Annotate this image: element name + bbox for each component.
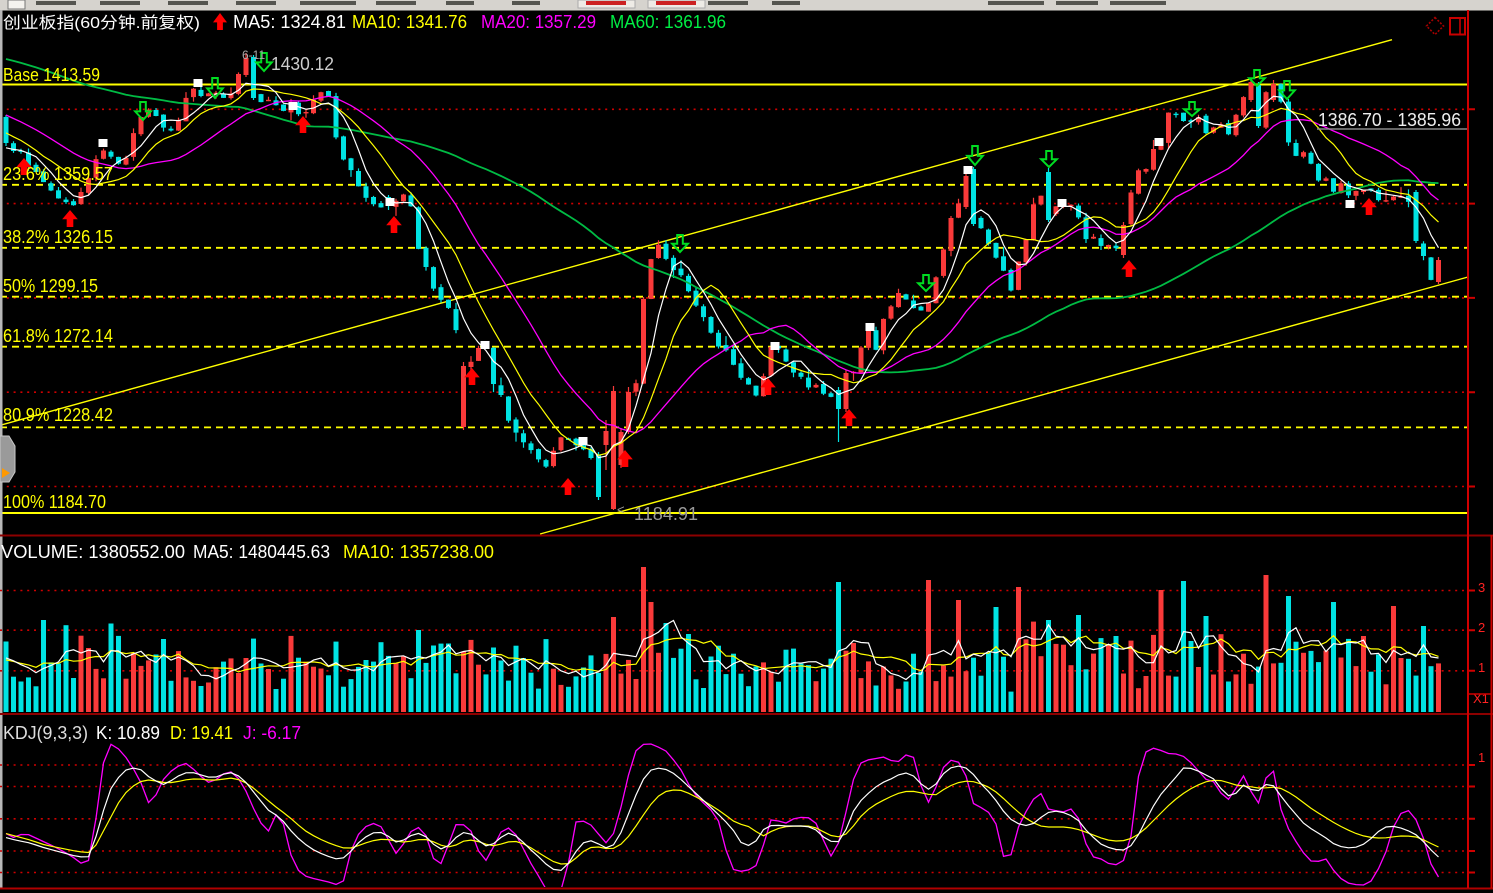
svg-text:1: 1	[1478, 660, 1485, 675]
svg-text:1386.70 - 1385.96: 1386.70 - 1385.96	[1318, 110, 1461, 130]
svg-text:23.6% 1359.57: 23.6% 1359.57	[3, 164, 113, 184]
svg-text:VOLUME: 1380552.00: VOLUME: 1380552.00	[1, 542, 185, 562]
svg-text:MA5: 1324.81: MA5: 1324.81	[233, 12, 346, 32]
svg-text:Base 1413.59: Base 1413.59	[3, 65, 100, 85]
svg-text:J: -6.17: J: -6.17	[243, 723, 301, 743]
svg-text:1430.12: 1430.12	[271, 54, 334, 74]
svg-text:6-11: 6-11	[242, 48, 265, 62]
svg-text:80.9% 1228.42: 80.9% 1228.42	[3, 405, 113, 425]
svg-text:MA10: 1341.76: MA10: 1341.76	[352, 12, 467, 32]
svg-text:1184.91: 1184.91	[634, 504, 698, 524]
svg-text:D: 19.41: D: 19.41	[170, 723, 233, 743]
svg-text:<: <	[617, 502, 625, 517]
svg-text:MA5: 1480445.63: MA5: 1480445.63	[193, 542, 330, 562]
svg-text:61.8% 1272.14: 61.8% 1272.14	[3, 326, 113, 346]
svg-text:MA20: 1357.29: MA20: 1357.29	[481, 12, 596, 32]
svg-text:38.2% 1326.15: 38.2% 1326.15	[3, 227, 113, 247]
svg-text:1: 1	[1478, 750, 1485, 765]
svg-text:K: 10.89: K: 10.89	[96, 723, 160, 743]
svg-text:创业板指(60分钟.前复权): 创业板指(60分钟.前复权)	[3, 14, 200, 32]
svg-text:100% 1184.70: 100% 1184.70	[3, 492, 106, 512]
svg-text:MA60: 1361.96: MA60: 1361.96	[610, 12, 726, 32]
svg-text:50% 1299.15: 50% 1299.15	[3, 276, 98, 296]
svg-text:3: 3	[1478, 580, 1485, 595]
svg-text:MA10: 1357238.00: MA10: 1357238.00	[343, 542, 494, 562]
svg-text:KDJ(9,3,3): KDJ(9,3,3)	[3, 723, 88, 743]
svg-text:2: 2	[1478, 620, 1485, 635]
